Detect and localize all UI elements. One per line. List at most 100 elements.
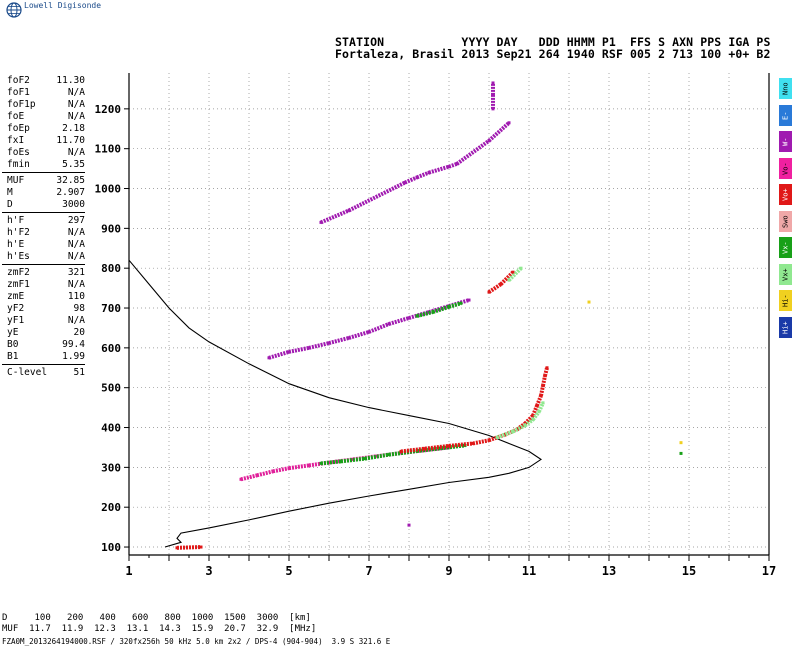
- param-value: 2.18: [62, 123, 85, 134]
- echo-point: [447, 305, 451, 309]
- param-name: MUF: [7, 175, 25, 186]
- param-value: 3000: [62, 199, 85, 210]
- echo-trace: [288, 345, 310, 354]
- param-row: C-level 51: [7, 367, 85, 379]
- x-tick-label: 13: [602, 564, 616, 578]
- echo-point: [487, 139, 491, 143]
- param-value: N/A: [67, 99, 85, 110]
- param-row: h'Es N/A: [7, 251, 85, 263]
- mode-legend-item: Nno: [779, 78, 792, 99]
- param-name: D: [7, 199, 13, 210]
- echo-point: [487, 290, 491, 294]
- echo-point: [487, 438, 491, 442]
- param-name: foE: [7, 111, 25, 122]
- echo-trace: [328, 335, 350, 346]
- echo-point: [327, 461, 331, 465]
- y-tick-label: 1200: [95, 103, 122, 116]
- brand-label: Lowell Digisonde: [24, 1, 102, 10]
- echo-point: [545, 366, 549, 370]
- x-tick-label: 9: [445, 564, 452, 578]
- param-name: yF2: [7, 303, 25, 314]
- param-name: foEs: [7, 147, 30, 158]
- echo-point: [503, 433, 507, 437]
- y-tick-label: 200: [101, 501, 121, 514]
- param-row: fmin 5.35: [7, 159, 85, 171]
- param-value: 20: [73, 327, 85, 338]
- echo-trace: [404, 175, 418, 185]
- echo-point: [679, 451, 683, 455]
- param-row: foEp 2.18: [7, 123, 85, 135]
- echo-point: [447, 165, 451, 169]
- param-row: fxI 11.70: [7, 135, 85, 147]
- param-name: foF1: [7, 87, 30, 98]
- echo-point: [507, 278, 511, 282]
- echo-point: [467, 298, 471, 302]
- echo-trace: [408, 310, 430, 320]
- echo-point: [415, 175, 419, 179]
- echo-point: [387, 322, 391, 326]
- x-tick-label: 7: [365, 564, 372, 578]
- echo-point: [531, 418, 535, 422]
- echo-point: [403, 181, 407, 185]
- param-value: 11.30: [56, 75, 85, 86]
- echo-trace: [320, 459, 342, 466]
- echo-trace: [416, 170, 430, 180]
- echo-point: [319, 220, 323, 224]
- echo-trace: [448, 441, 474, 448]
- echo-trace: [268, 349, 290, 360]
- echo-trace: [272, 466, 290, 474]
- echo-trace: [539, 385, 545, 397]
- echo-point: [255, 473, 259, 477]
- echo-trace: [535, 394, 543, 407]
- param-value: N/A: [67, 279, 85, 290]
- echo-trace: [416, 310, 434, 318]
- echo-trace: [388, 316, 410, 326]
- echo-point: [347, 336, 351, 340]
- param-name: C-level: [7, 367, 48, 378]
- param-row: foF2 11.30: [7, 75, 85, 87]
- param-name: zmE: [7, 291, 25, 302]
- echo-point: [495, 435, 499, 439]
- echo-point: [199, 545, 203, 549]
- echo-point: [491, 93, 495, 97]
- echo-trace: [176, 545, 202, 550]
- echo-point: [471, 441, 475, 445]
- param-separator: [2, 172, 85, 173]
- param-value: 5.35: [62, 159, 85, 170]
- echo-trace: [256, 469, 274, 478]
- param-name: M: [7, 187, 13, 198]
- y-tick-label: 100: [101, 541, 121, 554]
- globe-icon: [6, 2, 22, 18]
- y-tick-label: 600: [101, 342, 121, 355]
- param-row: B0 99.4: [7, 339, 85, 351]
- y-tick-label: 1100: [95, 143, 122, 156]
- echo-trace: [487, 121, 511, 143]
- y-tick-label: 700: [101, 302, 121, 315]
- param-row: h'F 297: [7, 215, 85, 227]
- echo-point: [271, 469, 275, 473]
- param-name: foEp: [7, 123, 30, 134]
- param-row: B1 1.99: [7, 351, 85, 363]
- echo-point: [447, 444, 451, 448]
- param-row: MUF 32.85: [7, 175, 85, 187]
- echo-point: [307, 346, 311, 350]
- mode-legend-item: Hi-: [779, 290, 792, 311]
- echo-point: [307, 463, 311, 467]
- echo-point: [267, 356, 271, 360]
- param-value: N/A: [67, 111, 85, 122]
- muf-table-distance-row: D 100 200 400 600 800 1000 1500 3000 [km…: [2, 613, 311, 623]
- echo-trace: [348, 180, 406, 213]
- echo-trace: [448, 301, 462, 309]
- echo-point: [519, 266, 523, 270]
- param-value: 110: [67, 291, 85, 302]
- mode-legend-item: E-: [779, 104, 792, 126]
- x-tick-label: 11: [522, 564, 536, 578]
- echo-trace: [531, 404, 539, 417]
- mode-legend-item: Hi+: [779, 316, 792, 338]
- x-tick-label: 5: [285, 564, 292, 578]
- mode-legend-item: Swo: [779, 210, 792, 232]
- param-value: 32.85: [56, 175, 85, 186]
- echo-point: [491, 107, 495, 111]
- echo-point: [511, 430, 515, 434]
